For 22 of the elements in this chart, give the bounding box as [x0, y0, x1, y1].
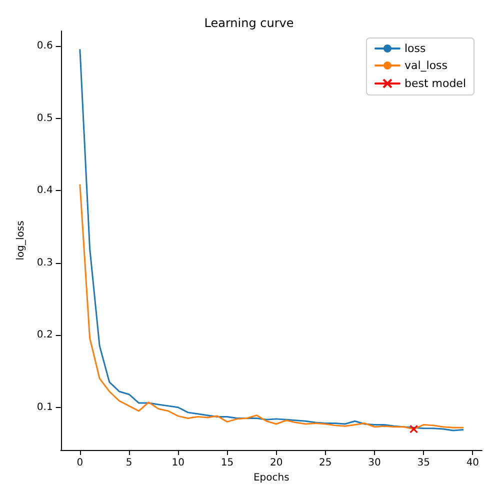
x-tick-label: 20: [270, 458, 283, 468]
y-tick-label: 0.6: [36, 40, 53, 52]
y-tick-label: 0.5: [36, 112, 53, 124]
x-tick-label: 25: [319, 458, 332, 468]
y-tick-label: 0.4: [36, 185, 53, 196]
chart-title: Learning curve: [204, 16, 294, 30]
x-tick-label: 35: [417, 458, 430, 468]
legend-label: val_loss: [404, 59, 448, 72]
x-axis-title: Epochs: [253, 472, 290, 484]
y-tick-label: 0.1: [36, 402, 53, 413]
legend-label: best model: [404, 77, 466, 90]
line-series: [79, 184, 464, 430]
x-tick-label: 5: [126, 458, 132, 468]
x-tick-label: 30: [368, 458, 381, 468]
y-tick-label: 0.2: [36, 330, 53, 341]
y-axis-title: log_loss: [16, 220, 26, 260]
x-tick-label: 40: [466, 458, 480, 468]
x-tick-label: 0: [76, 458, 84, 468]
legend-label: loss: [404, 42, 426, 55]
x-tick-label: 10: [172, 458, 184, 468]
y-tick-label: 0.3: [36, 257, 53, 268]
x-tick-label: 15: [220, 458, 234, 468]
